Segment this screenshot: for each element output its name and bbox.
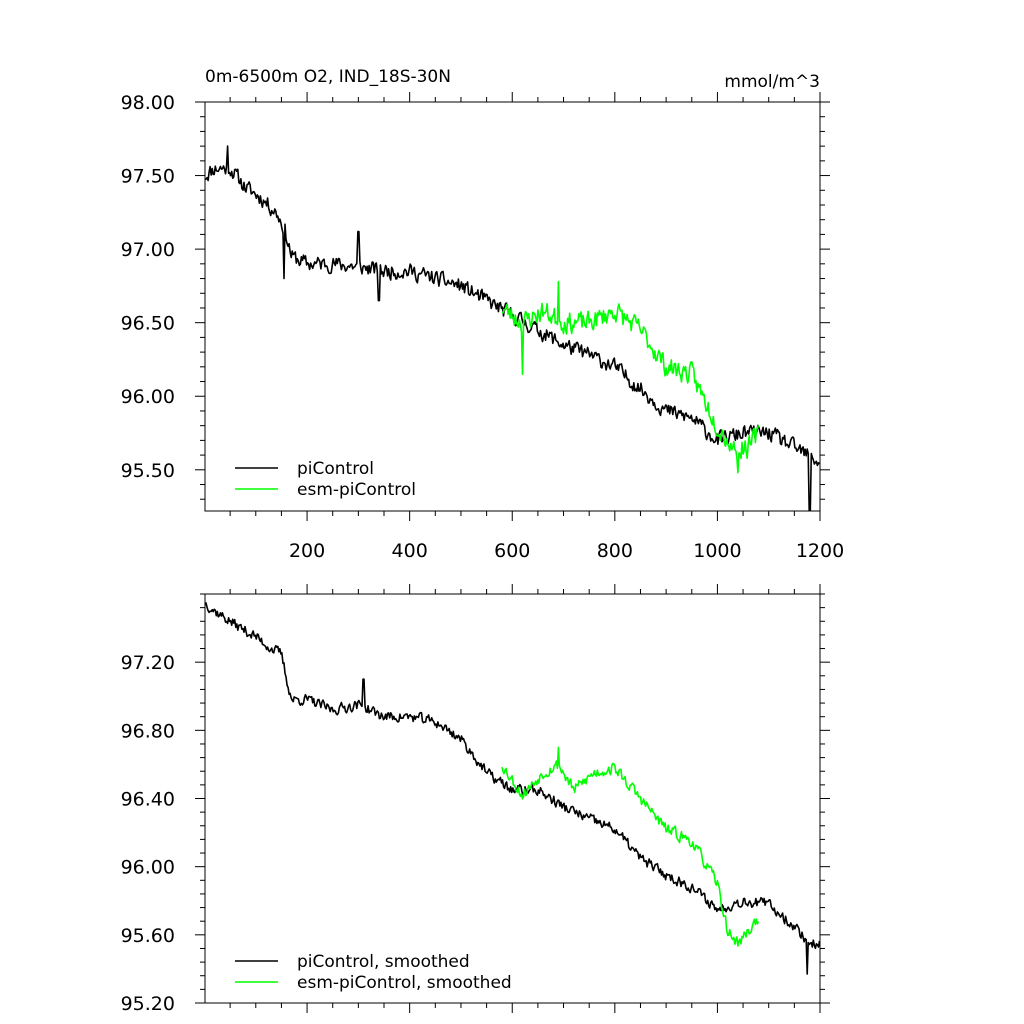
- y-tick-label: 95.50: [121, 460, 175, 482]
- x-tick-label: 400: [392, 540, 428, 562]
- y-axis: [195, 101, 830, 500]
- units-label: mmol/m^3: [724, 72, 820, 92]
- plot-frame: [204, 593, 821, 1004]
- x-tick-label: 800: [597, 540, 633, 562]
- y-tick-label: 96.50: [121, 313, 175, 335]
- y-tick-label: 95.20: [121, 993, 175, 1015]
- y-axis: [195, 593, 830, 1004]
- plot-frame: [204, 101, 821, 512]
- series-line-picontrol: [205, 145, 820, 511]
- legend-label: piControl, smoothed: [297, 952, 470, 972]
- x-tick-label: 200: [289, 540, 325, 562]
- legend-label: esm-piControl, smoothed: [297, 973, 512, 993]
- legend-label: esm-piControl: [297, 480, 416, 500]
- x-axis: [229, 584, 821, 1013]
- top-panel: 200 400 600 800 1000 1200 95.50 96.00 96.50 97.00…: [121, 67, 845, 562]
- chart-title: 0m-6500m O2, IND_18S-30N: [205, 67, 451, 87]
- y-tick-label: 96.80: [121, 720, 175, 742]
- y-tick-label: 96.00: [121, 857, 175, 879]
- x-tick-label: 1200: [796, 540, 844, 562]
- y-tick-label: 95.60: [121, 925, 175, 947]
- y-tick-label: 96.40: [121, 789, 175, 811]
- bottom-panel: 95.20 95.60 96.00 96.40 96.80 97.20 piControl,…: [121, 584, 830, 1015]
- x-tick-label: 1000: [693, 540, 741, 562]
- series-line-esm-picontrol-smoothed: [501, 746, 760, 947]
- series-line-esm-picontrol: [501, 280, 760, 474]
- y-tick-label: 98.00: [121, 92, 175, 114]
- x-axis: [229, 92, 821, 521]
- y-tick-label: 97.20: [121, 652, 175, 674]
- y-tick-label: 96.00: [121, 386, 175, 408]
- y-tick-label: 97.00: [121, 239, 175, 261]
- series-line-picontrol-smoothed: [205, 602, 820, 975]
- x-tick-label: 600: [494, 540, 530, 562]
- legend-label: piControl: [297, 459, 374, 479]
- y-tick-label: 97.50: [121, 166, 175, 188]
